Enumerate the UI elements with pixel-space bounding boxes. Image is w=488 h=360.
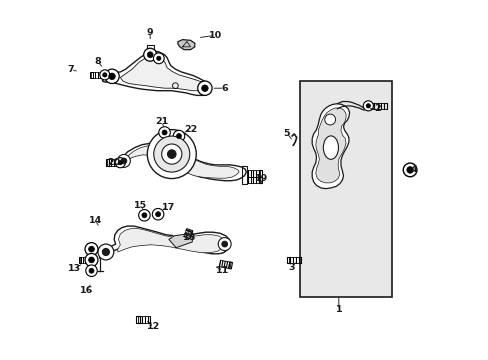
- Circle shape: [176, 134, 181, 139]
- Polygon shape: [186, 229, 192, 233]
- Circle shape: [201, 85, 208, 91]
- Text: 19: 19: [255, 174, 268, 183]
- Polygon shape: [258, 170, 261, 177]
- Polygon shape: [89, 72, 93, 78]
- Circle shape: [85, 253, 98, 266]
- Circle shape: [102, 248, 109, 256]
- Circle shape: [153, 136, 189, 172]
- Text: 9: 9: [146, 28, 153, 37]
- Polygon shape: [136, 316, 139, 323]
- Circle shape: [85, 265, 97, 276]
- Circle shape: [115, 158, 125, 168]
- Circle shape: [88, 246, 94, 252]
- Polygon shape: [366, 103, 370, 109]
- Circle shape: [324, 114, 335, 125]
- Polygon shape: [120, 143, 246, 181]
- Circle shape: [104, 69, 119, 84]
- Polygon shape: [228, 262, 232, 269]
- Polygon shape: [315, 108, 346, 183]
- Polygon shape: [311, 104, 349, 189]
- Circle shape: [88, 257, 94, 263]
- Text: 14: 14: [88, 216, 102, 225]
- Circle shape: [100, 70, 110, 80]
- Circle shape: [218, 238, 231, 251]
- Text: 16: 16: [80, 287, 93, 295]
- Polygon shape: [120, 56, 204, 91]
- Text: 18: 18: [183, 233, 196, 242]
- Circle shape: [89, 268, 94, 273]
- Text: 20: 20: [107, 158, 121, 167]
- Text: 6: 6: [221, 84, 227, 93]
- Text: 4: 4: [409, 165, 416, 174]
- Circle shape: [222, 241, 227, 247]
- Circle shape: [167, 150, 176, 158]
- Text: 12: 12: [147, 323, 160, 331]
- Text: 7: 7: [67, 65, 74, 74]
- Circle shape: [152, 208, 163, 220]
- Text: 3: 3: [287, 263, 294, 271]
- Circle shape: [118, 161, 122, 165]
- Circle shape: [117, 154, 130, 167]
- Ellipse shape: [323, 136, 338, 159]
- Text: 11: 11: [216, 266, 229, 275]
- Circle shape: [155, 212, 160, 217]
- Polygon shape: [79, 257, 81, 263]
- Text: 10: 10: [209, 31, 222, 40]
- Circle shape: [139, 210, 150, 221]
- Text: 15: 15: [133, 201, 146, 210]
- Circle shape: [403, 163, 416, 177]
- Circle shape: [406, 167, 412, 173]
- Polygon shape: [258, 177, 261, 183]
- Polygon shape: [102, 51, 210, 95]
- Circle shape: [147, 52, 153, 58]
- Circle shape: [85, 243, 98, 256]
- Circle shape: [162, 130, 167, 135]
- Circle shape: [156, 56, 161, 60]
- Polygon shape: [106, 159, 108, 166]
- Text: 1: 1: [335, 305, 342, 314]
- Circle shape: [143, 48, 156, 61]
- Text: 22: 22: [184, 125, 198, 134]
- Circle shape: [363, 101, 373, 111]
- Circle shape: [162, 144, 182, 164]
- Circle shape: [147, 130, 196, 179]
- Polygon shape: [286, 257, 289, 263]
- Polygon shape: [168, 234, 192, 248]
- Circle shape: [159, 127, 170, 138]
- Polygon shape: [118, 229, 224, 253]
- Polygon shape: [178, 40, 194, 50]
- Circle shape: [98, 244, 114, 260]
- Text: 2: 2: [374, 104, 380, 113]
- Circle shape: [153, 53, 164, 64]
- Circle shape: [173, 130, 184, 142]
- Circle shape: [142, 213, 146, 218]
- Text: 13: 13: [68, 264, 81, 273]
- Circle shape: [197, 81, 212, 95]
- Text: 17: 17: [161, 202, 174, 211]
- Text: 8: 8: [94, 57, 101, 66]
- Polygon shape: [123, 145, 239, 178]
- Polygon shape: [100, 226, 230, 258]
- Text: 21: 21: [155, 117, 168, 126]
- Circle shape: [366, 104, 370, 108]
- Circle shape: [108, 73, 115, 80]
- Text: 5: 5: [283, 129, 290, 138]
- Bar: [300, 81, 391, 297]
- Circle shape: [121, 158, 126, 164]
- Circle shape: [102, 73, 107, 77]
